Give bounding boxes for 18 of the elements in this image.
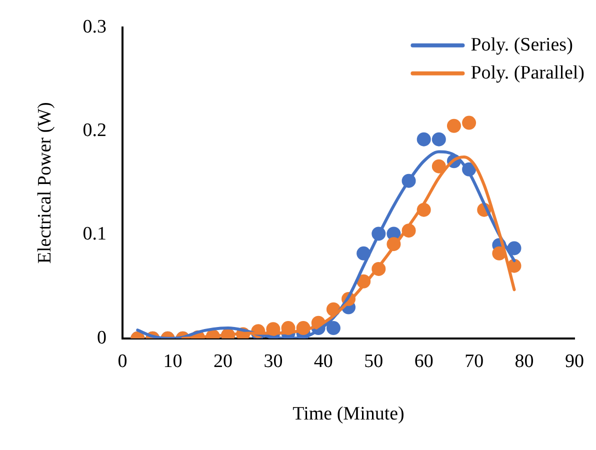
x-tick-label: 0 <box>118 350 128 372</box>
legend-label: Poly. (Parallel) <box>470 62 584 84</box>
x-axis-title: Time (Minute) <box>292 404 404 425</box>
x-tick-label: 30 <box>264 350 283 372</box>
x-tick-label: 70 <box>464 350 484 372</box>
x-tick-label: 50 <box>364 350 384 372</box>
x-tick-label: 90 <box>565 350 584 372</box>
x-tick-label: 80 <box>514 350 534 372</box>
y-tick-label: 0.2 <box>82 120 107 142</box>
x-tick-label: 10 <box>163 350 182 372</box>
legend-label: Poly. (Series) <box>470 34 573 56</box>
y-tick-label: 0.3 <box>82 16 107 38</box>
y-tick-label: 0.1 <box>82 224 107 245</box>
x-tick-label: 60 <box>414 350 434 372</box>
y-axis-title: Electrical Power (W) <box>34 102 56 264</box>
x-tick-label: 40 <box>314 350 333 372</box>
x-tick-label: 20 <box>213 350 232 372</box>
y-tick-label: 0 <box>97 327 107 348</box>
